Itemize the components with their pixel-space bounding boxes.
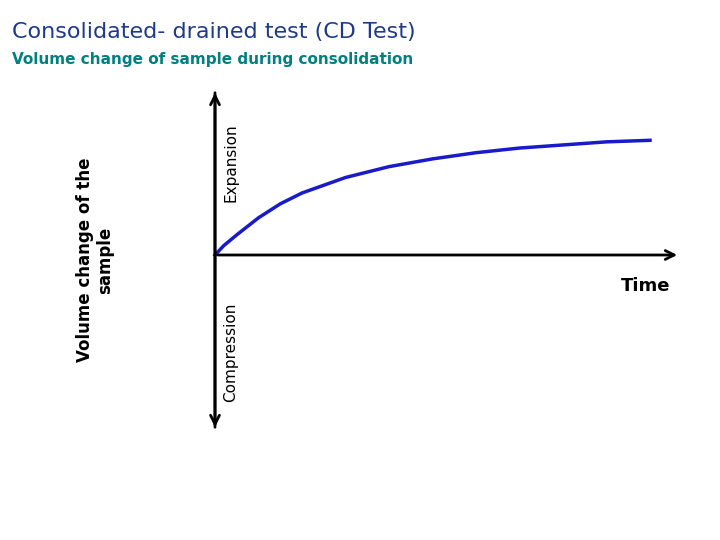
Text: Compression: Compression xyxy=(223,303,238,402)
Text: Time: Time xyxy=(621,277,670,295)
Text: Expansion: Expansion xyxy=(223,123,238,202)
Text: Consolidated- drained test (CD Test): Consolidated- drained test (CD Test) xyxy=(12,22,415,42)
Text: Volume change of sample during consolidation: Volume change of sample during consolida… xyxy=(12,52,413,67)
Text: Volume change of the
sample: Volume change of the sample xyxy=(76,158,114,362)
